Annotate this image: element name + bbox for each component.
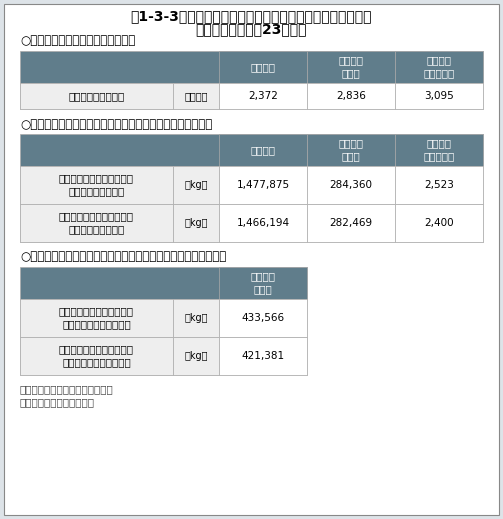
Bar <box>173 299 219 337</box>
Bar <box>219 299 307 337</box>
Text: 【kg】: 【kg】 <box>184 218 208 228</box>
Bar <box>20 299 307 337</box>
Text: 断熱材に含まれる液化回収
したフロン類の回収重量: 断熱材に含まれる液化回収 したフロン類の回収重量 <box>59 306 134 330</box>
Text: 【千台】: 【千台】 <box>184 91 208 101</box>
Bar <box>395 134 483 166</box>
Bar <box>20 166 173 204</box>
Bar <box>20 204 173 242</box>
Text: エアコン: エアコン <box>250 62 276 72</box>
Bar <box>219 83 307 109</box>
Text: 1,477,875: 1,477,875 <box>236 180 290 190</box>
Bar <box>395 83 483 109</box>
Bar <box>173 204 219 242</box>
Text: ○冷媒として使用されていたフロン類の回収重量、破壊重量: ○冷媒として使用されていたフロン類の回収重量、破壊重量 <box>20 117 212 130</box>
Text: 資料：環境省、経済産業省: 資料：環境省、経済産業省 <box>20 397 95 407</box>
Bar <box>20 337 307 375</box>
Bar <box>20 83 173 109</box>
Text: 2,372: 2,372 <box>248 91 278 101</box>
Bar <box>219 166 307 204</box>
Text: 433,566: 433,566 <box>241 313 285 323</box>
Text: 3,095: 3,095 <box>424 91 454 101</box>
Text: 421,381: 421,381 <box>241 351 285 361</box>
Text: 断熱材に含まれる液化回収
したフロン類の破壊重量: 断熱材に含まれる液化回収 したフロン類の破壊重量 <box>59 345 134 367</box>
Bar <box>20 134 483 166</box>
Text: 冷蔵庫・
冷凍庫: 冷蔵庫・ 冷凍庫 <box>339 56 364 78</box>
Text: 2,836: 2,836 <box>336 91 366 101</box>
Text: 表1-3-3　家電リサイクル法対象製品からのフロン類の回収: 表1-3-3 家電リサイクル法対象製品からのフロン類の回収 <box>130 9 372 23</box>
Text: 量・破壊量（平成23年度）: 量・破壊量（平成23年度） <box>195 22 307 36</box>
Text: 284,360: 284,360 <box>329 180 373 190</box>
Bar <box>395 204 483 242</box>
Bar <box>20 267 307 299</box>
Bar <box>20 204 483 242</box>
Text: 282,469: 282,469 <box>329 218 373 228</box>
Text: 【kg】: 【kg】 <box>184 180 208 190</box>
Text: 1,466,194: 1,466,194 <box>236 218 290 228</box>
Text: 【kg】: 【kg】 <box>184 351 208 361</box>
Bar <box>307 51 395 83</box>
Bar <box>307 83 395 109</box>
Text: 洗濯機・
衣類乾燥機: 洗濯機・ 衣類乾燥機 <box>424 56 455 78</box>
Bar <box>307 204 395 242</box>
Text: エアコン: エアコン <box>250 145 276 155</box>
Bar <box>395 166 483 204</box>
Bar <box>20 51 483 83</box>
Bar <box>219 134 307 166</box>
Bar <box>173 166 219 204</box>
Bar <box>219 51 307 83</box>
Bar <box>219 204 307 242</box>
Bar <box>219 337 307 375</box>
Text: ○断熱材に含まれる液化回収したフロン類の回収重量、破壊重量: ○断熱材に含まれる液化回収したフロン類の回収重量、破壊重量 <box>20 251 226 264</box>
Text: 2,400: 2,400 <box>424 218 454 228</box>
Bar <box>20 299 173 337</box>
Bar <box>20 166 483 204</box>
Text: 冷蔵庫・
冷凍庫: 冷蔵庫・ 冷凍庫 <box>250 271 276 295</box>
Text: 冷媒として使用されていた
フロン類の回収重量: 冷媒として使用されていた フロン類の回収重量 <box>59 173 134 197</box>
Bar <box>20 83 483 109</box>
Text: 冷媒として使用されていた
フロン類の破壊重量: 冷媒として使用されていた フロン類の破壊重量 <box>59 211 134 235</box>
Text: 洗濯機・
衣類乾燥機: 洗濯機・ 衣類乾燥機 <box>424 139 455 161</box>
Text: 2,523: 2,523 <box>424 180 454 190</box>
Bar <box>219 267 307 299</box>
Bar <box>173 83 219 109</box>
Bar <box>395 51 483 83</box>
Text: 注：値は全て小数点以下を切捨て: 注：値は全て小数点以下を切捨て <box>20 384 114 394</box>
Bar <box>307 134 395 166</box>
Text: 冷蔵庫・
冷凍庫: 冷蔵庫・ 冷凍庫 <box>339 139 364 161</box>
Bar <box>20 337 173 375</box>
Text: 再商品化等処理台数: 再商品化等処理台数 <box>68 91 125 101</box>
Text: ○廃家電４品目の再商品化実施状況: ○廃家電４品目の再商品化実施状況 <box>20 34 135 47</box>
Bar <box>307 166 395 204</box>
Text: 【kg】: 【kg】 <box>184 313 208 323</box>
Bar <box>173 337 219 375</box>
